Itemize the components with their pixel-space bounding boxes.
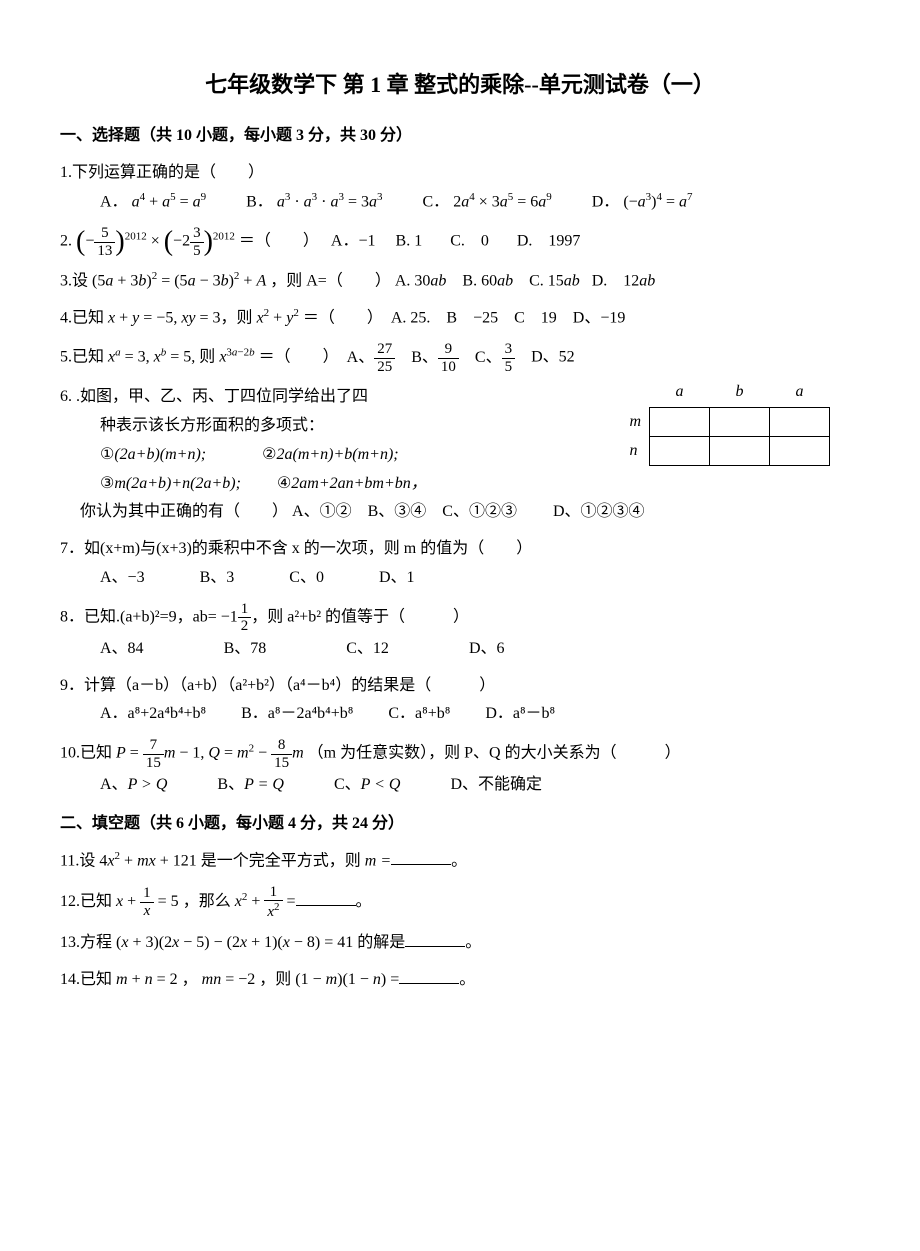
blank: [391, 848, 451, 865]
question-7: 7．如(x+m)与(x+3)的乘积中不含 x 的一次项，则 m 的值为（ ） A…: [60, 535, 860, 593]
q10-c: C、P < Q: [334, 771, 401, 800]
q1-opt-a: A． a4 + a5 = a9: [100, 188, 206, 217]
q4-d: D、−19: [573, 310, 626, 327]
q2-d: D. 1997: [517, 233, 581, 250]
q10-a: A、P > Q: [100, 771, 167, 800]
q7-c: C、0: [289, 564, 324, 593]
rectangle-diagram: a b a m n: [629, 378, 830, 466]
q8-a: A、84: [100, 635, 144, 664]
q1-text: 1.下列运算正确的是（ ）: [60, 159, 860, 188]
q1-options: A． a4 + a5 = a9 B． a3 · a3 · a3 = 3a3 C．…: [60, 188, 860, 217]
q9-a: A．a⁸+2a⁴b⁴+b⁸: [100, 700, 206, 729]
q3-b: B. 60ab: [462, 272, 513, 289]
q6-c: C、①②③: [442, 503, 517, 520]
q1-opt-c: C． 2a4 × 3a5 = 6a9: [423, 188, 552, 217]
q7-b: B、3: [200, 564, 235, 593]
blank: [399, 967, 459, 984]
q2-num: 2.: [60, 233, 72, 250]
question-8: 8．已知.(a+b)²=9，ab= −112，则 a²+b² 的值等于（ ） A…: [60, 601, 860, 664]
question-13: 13.方程 (x + 3)(2x − 5) − (2x + 1)(x − 8) …: [60, 929, 860, 958]
question-3: 3.设 (5a + 3b)2 = (5a − 3b)2 + A ，则 A=（ ）…: [60, 267, 860, 296]
section-2-header: 二、填空题（共 6 小题，每小题 4 分，共 24 分）: [60, 810, 860, 839]
q4-c: C 19: [514, 310, 557, 327]
q3-a: A. 30ab: [395, 272, 447, 289]
q4-b: B −25: [446, 310, 498, 327]
question-12: 12.已知 x + 1x = 5 ，那么 x2 + 1x2 =。: [60, 884, 860, 921]
q9-c: C．a⁸+b⁸: [388, 700, 450, 729]
question-9: 9．计算（a－b）（a+b）（a²+b²）（a⁴－b⁴）的结果是（ ） A．a⁸…: [60, 672, 860, 730]
q10-d: D、不能确定: [450, 771, 542, 800]
question-1: 1.下列运算正确的是（ ） A． a4 + a5 = a9 B． a3 · a3…: [60, 159, 860, 217]
blank: [296, 889, 356, 906]
question-10: 10.已知 P = 715m − 1, Q = m2 − 815m （m 为任意…: [60, 737, 860, 800]
q9-d: D．a⁸－b⁸: [485, 700, 555, 729]
q6-b: B、③④: [368, 503, 427, 520]
q8-b: B、78: [224, 635, 267, 664]
q5-c: C、35: [475, 349, 515, 366]
q2-b: B. 1: [396, 233, 423, 250]
page-title: 七年级数学下 第 1 章 整式的乘除--单元测试卷（一）: [60, 65, 860, 105]
q6-d: D、①②③④: [553, 503, 645, 520]
blank: [405, 930, 465, 947]
question-5: 5.已知 xa = 3, xb = 5, 则 x3a−2b ＝（ ） A、272…: [60, 341, 860, 375]
q1-opt-d: D． (−a3)4 = a7: [592, 188, 693, 217]
q3-d: D. 12ab: [592, 272, 656, 289]
q2-c: C. 0: [450, 233, 489, 250]
question-14: 14.已知 m + n = 2 ， mn = −2 ，则 (1 − m)(1 −…: [60, 966, 860, 995]
question-11: 11.设 4x2 + mx + 121 是一个完全平方式，则 m =。: [60, 847, 860, 876]
q8-d: D、6: [469, 635, 505, 664]
q5-a: A、2725: [347, 349, 396, 366]
q3-c: C. 15ab: [529, 272, 580, 289]
q2-a: A．−1: [331, 233, 376, 250]
q5-d: D、52: [531, 349, 575, 366]
q9-b: B．a⁸－2a⁴b⁴+b⁸: [241, 700, 353, 729]
q5-b: B、910: [411, 349, 459, 366]
q8-c: C、12: [346, 635, 389, 664]
q4-a: A. 25.: [391, 310, 431, 327]
question-2: 2. (−513)2012 × (−235)2012 ＝（ ） A．−1 B. …: [60, 225, 860, 259]
q7-d: D、1: [379, 564, 415, 593]
q1-opt-b: B． a3 · a3 · a3 = 3a3: [246, 188, 382, 217]
question-6: 6. .如图，甲、乙、丙、丁四位同学给出了四 a b a m n 种表示该长方形…: [60, 383, 860, 527]
section-1-header: 一、选择题（共 10 小题，每小题 3 分，共 30 分）: [60, 122, 860, 151]
question-4: 4.已知 x + y = −5, xy = 3，则 x2 + y2 ＝（ ） A…: [60, 304, 860, 333]
q10-b: B、P = Q: [217, 771, 284, 800]
q6-a: A、①②: [292, 503, 352, 520]
q7-a: A、−3: [100, 564, 145, 593]
